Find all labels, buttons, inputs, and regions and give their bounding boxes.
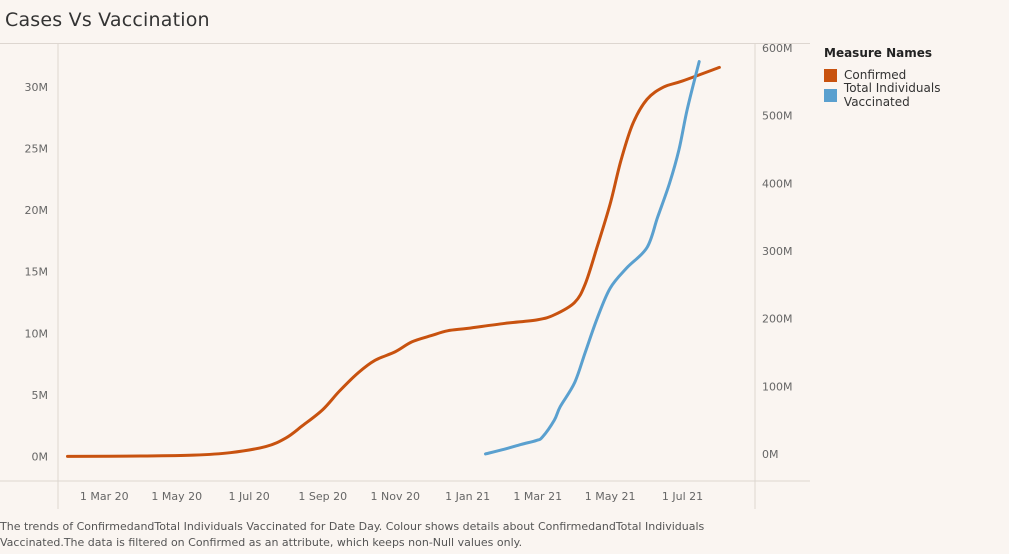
confirmed-series-line bbox=[66, 65, 721, 458]
x-tick-label: 1 Mar 20 bbox=[80, 490, 129, 503]
legend-item-confirmed[interactable]: Confirmed bbox=[824, 65, 1009, 85]
title-divider bbox=[0, 43, 810, 44]
vaccinated-series-line bbox=[483, 60, 701, 456]
y-right-tick-label: 600M bbox=[762, 42, 793, 55]
x-tick-label: 1 Sep 20 bbox=[298, 490, 347, 503]
x-tick-label: 1 Jul 20 bbox=[229, 490, 270, 503]
y-right-tick-label: 200M bbox=[762, 313, 793, 326]
x-tick-label: 1 May 21 bbox=[585, 490, 636, 503]
y-right-tick-label: 300M bbox=[762, 245, 793, 258]
y-right-tick-label: 0M bbox=[762, 448, 779, 461]
y-left-tick-label: 10M bbox=[25, 327, 49, 340]
y-left-tick-label: 25M bbox=[25, 143, 49, 156]
chart-title: Cases Vs Vaccination bbox=[5, 9, 210, 31]
x-tick-label: 1 May 20 bbox=[151, 490, 202, 503]
x-tick-label: 1 Jul 21 bbox=[662, 490, 703, 503]
y-left-tick-label: 15M bbox=[25, 266, 49, 279]
y-right-tick-label: 400M bbox=[762, 177, 793, 190]
legend-swatch-vaccinated bbox=[824, 88, 837, 102]
legend-label-vaccinated: Total Individuals Vaccinated bbox=[843, 81, 941, 109]
y-left-tick-label: 20M bbox=[25, 204, 49, 217]
legend-label-confirmed: Confirmed bbox=[844, 68, 907, 82]
chart-caption: The trends of ConfirmedandTotal Individu… bbox=[0, 520, 705, 549]
y-left-tick-label: 30M bbox=[25, 81, 49, 94]
x-tick-label: 1 Mar 21 bbox=[513, 490, 562, 503]
y-right-tick-label: 100M bbox=[762, 380, 793, 393]
y-left-tick-label: 0M bbox=[32, 450, 49, 463]
legend-swatch-confirmed bbox=[824, 68, 837, 82]
x-tick-label: 1 Nov 20 bbox=[370, 490, 419, 503]
dual-axis-line-chart[interactable]: 0M 5M 10M 15M 20M 25M 30M 0M 100M 200M 300M 400M 500… bbox=[0, 0, 1009, 518]
x-tick-label: 1 Jan 21 bbox=[445, 490, 490, 503]
legend-item-vaccinated[interactable]: Total Individuals Vaccinated bbox=[824, 81, 1009, 109]
legend-title: Measure Names bbox=[824, 46, 933, 60]
legend: Measure Names Confirmed Total Individual… bbox=[824, 46, 1009, 109]
y-right-tick-label: 500M bbox=[762, 110, 793, 123]
y-left-tick-label: 5M bbox=[32, 389, 49, 402]
